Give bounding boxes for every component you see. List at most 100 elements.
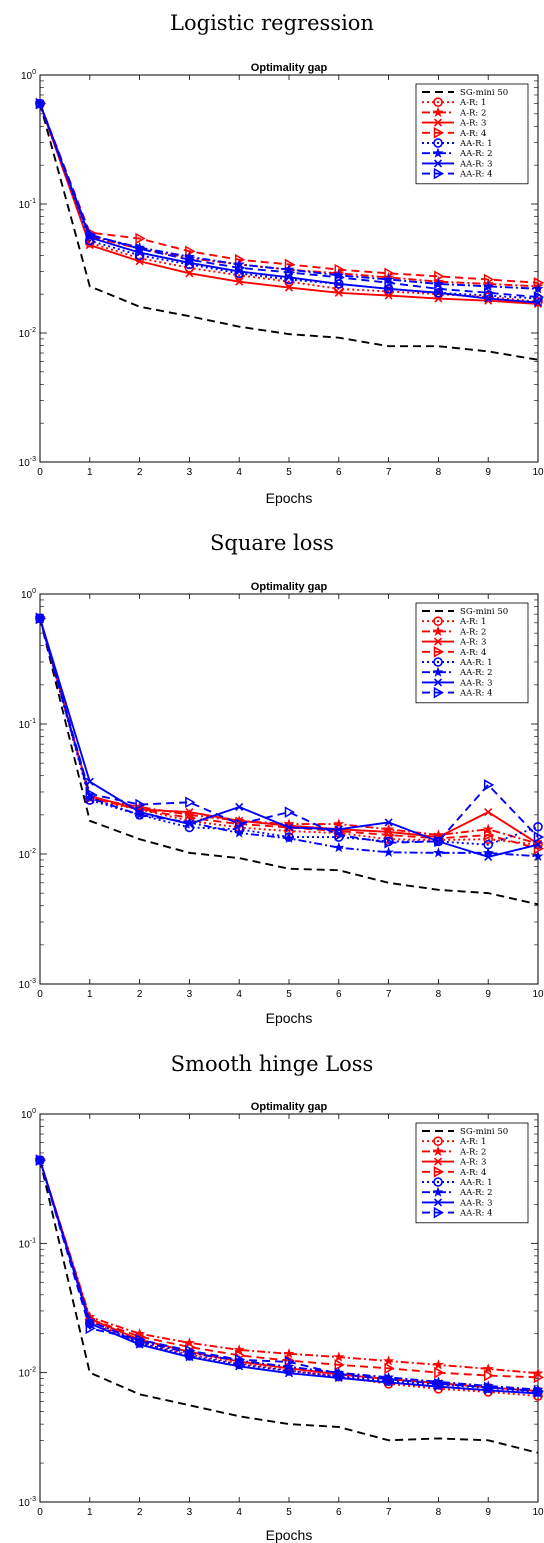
legend-marker	[432, 666, 444, 677]
data-point	[284, 823, 294, 832]
x-tick-label: 6	[336, 467, 342, 478]
legend-marker	[433, 159, 443, 168]
legend-entry: A-R: 1	[459, 98, 486, 108]
data-point	[85, 1319, 94, 1328]
x-tick-label: 0	[37, 467, 43, 478]
data-point	[334, 1359, 345, 1371]
data-point	[233, 827, 245, 838]
data-point	[482, 280, 494, 291]
legend-marker	[432, 1145, 444, 1157]
legend-entry: AA-R: 2	[459, 668, 493, 678]
data-point	[384, 818, 393, 827]
x-tick-label: 8	[436, 1507, 442, 1518]
legend-entry: A-R: 1	[459, 617, 486, 627]
data-point	[85, 788, 96, 800]
data-point	[434, 270, 445, 283]
data-point	[434, 1366, 445, 1379]
data-point	[235, 277, 244, 286]
y-tick-label: 100	[21, 69, 36, 82]
series-line	[39, 103, 539, 300]
x-tick-label: 2	[137, 467, 143, 478]
series-aa-r-4	[35, 612, 544, 849]
series-line	[39, 103, 539, 303]
legend-marker	[432, 1186, 444, 1197]
series-line	[39, 1159, 539, 1379]
data-point	[135, 242, 146, 255]
legend-marker	[433, 1198, 443, 1207]
series-aa-r-4	[35, 97, 544, 303]
y-tick-label: 10-3	[19, 456, 36, 469]
x-tick-label: 6	[336, 1507, 342, 1518]
x-tick-label: 9	[485, 989, 491, 1000]
x-tick-label: 7	[386, 989, 392, 1000]
legend-entry: AA-R: 3	[459, 678, 493, 688]
data-point	[434, 283, 445, 295]
legend-entry: SG-mini 50	[460, 88, 508, 98]
data-point	[35, 97, 47, 110]
data-point	[483, 1369, 495, 1382]
y-tick-label: 10-3	[19, 1496, 36, 1509]
data-point	[533, 821, 543, 832]
series-line	[39, 1159, 539, 1375]
data-point	[384, 291, 393, 300]
data-point	[482, 1363, 494, 1374]
data-point	[484, 808, 493, 817]
x-tick-label: 1	[87, 467, 93, 478]
legend-marker	[433, 1136, 443, 1146]
legend-entry: SG-mini 50	[460, 607, 508, 617]
data-point	[334, 829, 345, 841]
x-tick-label: 8	[436, 989, 442, 1000]
data-point	[135, 808, 144, 817]
legend-marker	[433, 167, 445, 180]
x-tick-label: 1	[87, 1507, 93, 1518]
x-tick-label: 9	[485, 467, 491, 478]
legend-entry: A-R: 2	[459, 108, 486, 118]
data-point	[482, 847, 494, 858]
legend-entry: AA-R: 1	[459, 139, 493, 149]
series-aa-r-4	[35, 1154, 544, 1397]
data-point	[85, 228, 96, 241]
data-point	[483, 779, 495, 791]
x-tick-label: 3	[187, 1507, 193, 1518]
legend-entry: AA-R: 4	[459, 170, 493, 180]
data-point	[533, 831, 544, 843]
data-point	[185, 1344, 196, 1357]
x-tick-label: 4	[236, 467, 242, 478]
x-tick-label: 4	[236, 989, 242, 1000]
data-point	[333, 1351, 345, 1362]
legend-entry: A-R: 4	[459, 1168, 486, 1178]
data-point	[533, 842, 544, 855]
legend-marker	[432, 147, 444, 158]
data-point	[284, 806, 296, 818]
data-point	[384, 277, 395, 289]
y-tick-label: 10-2	[19, 327, 36, 340]
data-point	[483, 286, 495, 299]
series-line	[39, 103, 539, 298]
x-tick-label: 10	[532, 1507, 544, 1518]
legend-marker	[433, 678, 443, 687]
chart-2: Square loss Optimality gap 0 1 2 3 4 5 6 7 8 9 10 10-…	[19, 531, 544, 1026]
data-point	[384, 1373, 395, 1385]
data-point	[35, 99, 45, 108]
x-tick-label: 7	[386, 1507, 392, 1518]
y-tick-label: 10-1	[19, 718, 36, 731]
plot-subtitle: Optimality gap	[251, 581, 328, 593]
x-axis-label: Epochs	[266, 490, 313, 506]
series-line	[39, 1159, 539, 1454]
legend-marker	[433, 1166, 445, 1178]
legend-entry: A-R: 2	[459, 1147, 486, 1157]
y-tick-label: 10-2	[19, 1367, 36, 1380]
data-point	[135, 798, 146, 811]
legend-entry: SG-mini 50	[460, 1127, 508, 1137]
data-point	[284, 1369, 294, 1378]
data-point	[284, 283, 294, 292]
data-point	[85, 1322, 96, 1335]
legend-marker	[433, 637, 443, 646]
data-point	[234, 1353, 246, 1366]
data-point	[234, 818, 246, 830]
data-point	[185, 819, 194, 829]
plot-subtitle: Optimality gap	[251, 62, 328, 74]
legend: SG-mini 50A-R: 1A-R: 2A-R: 3A-R: 4AA-R: …	[415, 1122, 529, 1224]
data-point	[135, 1340, 144, 1349]
